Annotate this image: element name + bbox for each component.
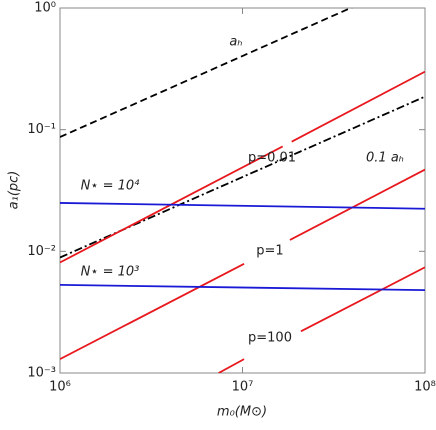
annotation: aₕ: [229, 35, 242, 50]
series-line: [60, 8, 353, 138]
y-tick-label: 10⁻¹: [27, 122, 56, 137]
y-axis-label: a₁(pc): [7, 171, 22, 210]
y-tick-label: 10⁻³: [27, 366, 56, 381]
y-tick-label: 10⁰: [34, 1, 56, 16]
annotation: N⋆ = 10⁴: [81, 179, 141, 194]
series-line: [60, 168, 425, 360]
x-tick-label: 10⁷: [232, 380, 254, 395]
annotation: p=0.01: [248, 151, 296, 166]
x-axis-label: m₀(M⊙): [217, 405, 267, 420]
series-line: [60, 70, 425, 264]
annotation: N⋆ = 10³: [81, 265, 140, 280]
x-tick-label: 10⁶: [49, 380, 71, 395]
annotation: p=1: [256, 244, 283, 259]
x-tick-label: 10⁸: [414, 380, 436, 395]
annotation: 0.1 aₕ: [366, 151, 404, 166]
series-line: [218, 266, 425, 373]
y-tick-label: 10⁻²: [27, 244, 56, 259]
series-line: [60, 283, 425, 292]
annotation: p=100: [248, 331, 292, 346]
series-line: [60, 202, 425, 210]
